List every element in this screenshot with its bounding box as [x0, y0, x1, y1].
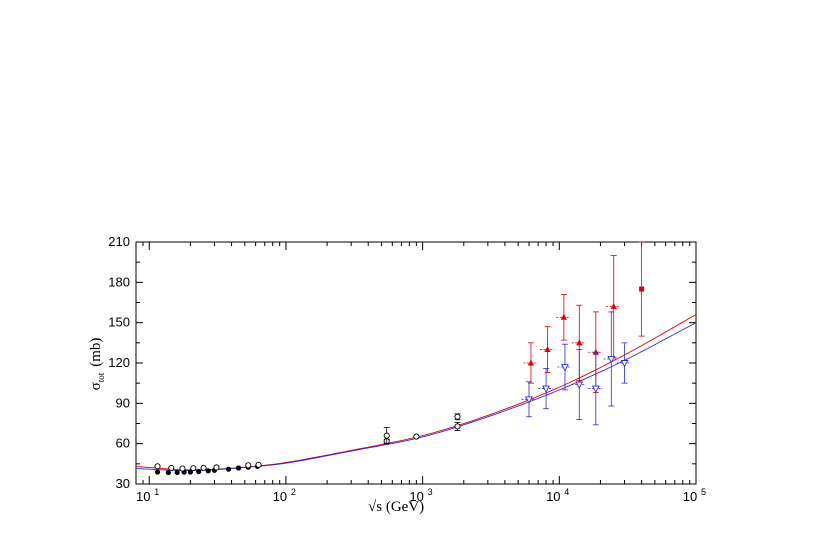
y-tick-label: 30 — [116, 476, 130, 491]
data-points — [154, 241, 645, 476]
data-point — [576, 339, 583, 346]
data-point — [200, 464, 207, 471]
data-point — [591, 385, 600, 394]
fit-curves — [135, 314, 697, 472]
data-point — [255, 461, 262, 468]
data-point — [174, 469, 180, 476]
y-tick-label: 180 — [108, 274, 130, 289]
x-axis-label: √s (GeV) — [368, 499, 424, 515]
plot-frame — [135, 241, 697, 485]
data-point — [154, 463, 161, 470]
data-point — [592, 348, 600, 355]
data-point — [639, 286, 645, 292]
data-point — [190, 465, 197, 472]
data-point — [196, 468, 202, 475]
data-point — [154, 469, 161, 475]
data-point — [168, 464, 175, 471]
data-point — [560, 313, 568, 320]
y-axis-symbol: σ — [88, 382, 104, 390]
x-tick-label: 10 — [683, 489, 697, 504]
data-point — [213, 464, 220, 471]
data-point — [561, 364, 569, 372]
data-point — [454, 423, 461, 430]
data-point — [235, 465, 242, 471]
data-point — [225, 466, 232, 472]
y-axis-unit: (mb) — [88, 338, 104, 367]
data-point — [383, 432, 390, 439]
data-point — [610, 303, 617, 310]
y-tick-label: 90 — [116, 395, 130, 410]
data-point — [527, 359, 535, 366]
y-tick-label: 210 — [108, 234, 130, 249]
data-point — [454, 413, 461, 420]
data-point — [607, 356, 616, 364]
data-point — [620, 360, 629, 368]
x-tick-label: 10 — [273, 489, 287, 504]
x-tick-label: 10 — [546, 489, 560, 504]
x-tick-label: 10 — [136, 489, 150, 504]
y-tick-label: 120 — [108, 355, 130, 370]
data-point — [245, 462, 252, 469]
axis-ticks — [135, 241, 697, 485]
data-point — [542, 385, 551, 394]
x-tick-label: 10 — [409, 489, 423, 504]
x-tick-exponent: 3 — [428, 487, 433, 497]
data-point — [413, 433, 420, 440]
x-tick-exponent: 5 — [701, 487, 706, 497]
data-point — [205, 468, 211, 474]
x-tick-exponent: 1 — [154, 487, 159, 497]
fit-curve — [135, 314, 697, 471]
x-tick-exponent: 4 — [564, 487, 569, 497]
data-point — [179, 465, 186, 472]
y-tick-label: 60 — [116, 436, 130, 451]
data-point — [575, 381, 584, 389]
y-axis-subscript: tot — [96, 372, 106, 382]
data-point — [165, 469, 171, 476]
x-tick-exponent: 2 — [291, 487, 296, 497]
y-axis-label: σtot (mb) — [88, 338, 106, 391]
data-point — [525, 396, 533, 404]
fit-curve — [135, 322, 697, 472]
data-point — [544, 346, 551, 353]
svg-text:σtot(mb): σtot (mb) — [88, 338, 106, 391]
y-tick-label: 150 — [108, 315, 130, 330]
